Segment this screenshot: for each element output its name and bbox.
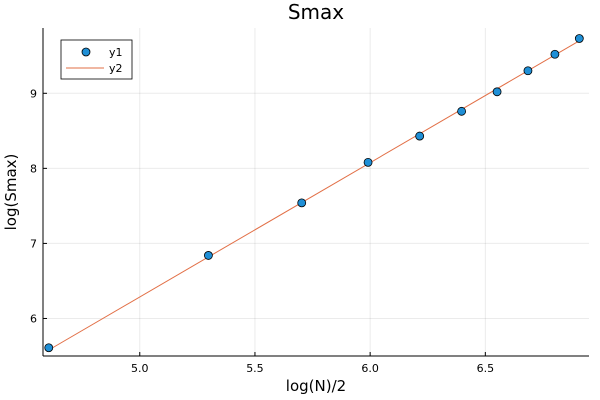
y-tick-label: 8 [30,162,37,175]
data-point-y1 [297,198,307,208]
data-point-y1 [550,49,560,59]
x-tick-label: 6.5 [477,362,495,375]
data-point-y1 [415,131,425,141]
data-point-y1 [363,157,373,167]
legend-label-y2: y2 [109,62,123,75]
axis-ticks: 5.0 5.5 6.0 6.5 6 7 8 9 [30,28,589,375]
series-line-y2 [48,40,580,351]
legend: y1 y2 [60,39,133,80]
legend-marker-y1 [81,47,91,57]
data-point-y1 [574,34,584,43]
data-point-y1 [44,343,54,353]
grid [43,28,589,356]
x-tick-label: 5.5 [246,362,264,375]
y-tick-label: 9 [30,87,37,100]
data-point-y1 [523,66,533,76]
data-point-y1 [457,106,467,116]
y-tick-label: 6 [30,312,37,325]
legend-label-y1: y1 [109,46,123,59]
y-axis-title: log(Smax) [2,154,20,231]
x-axis-title: log(N)/2 [286,377,346,395]
series [44,34,584,353]
legend-box [60,39,133,80]
y-tick-label: 7 [30,237,37,250]
x-tick-label: 6.0 [361,362,379,375]
data-point-y1 [204,251,213,260]
data-point-y1 [492,87,502,97]
x-tick-label: 5.0 [131,362,149,375]
chart-title: Smax [288,0,344,24]
